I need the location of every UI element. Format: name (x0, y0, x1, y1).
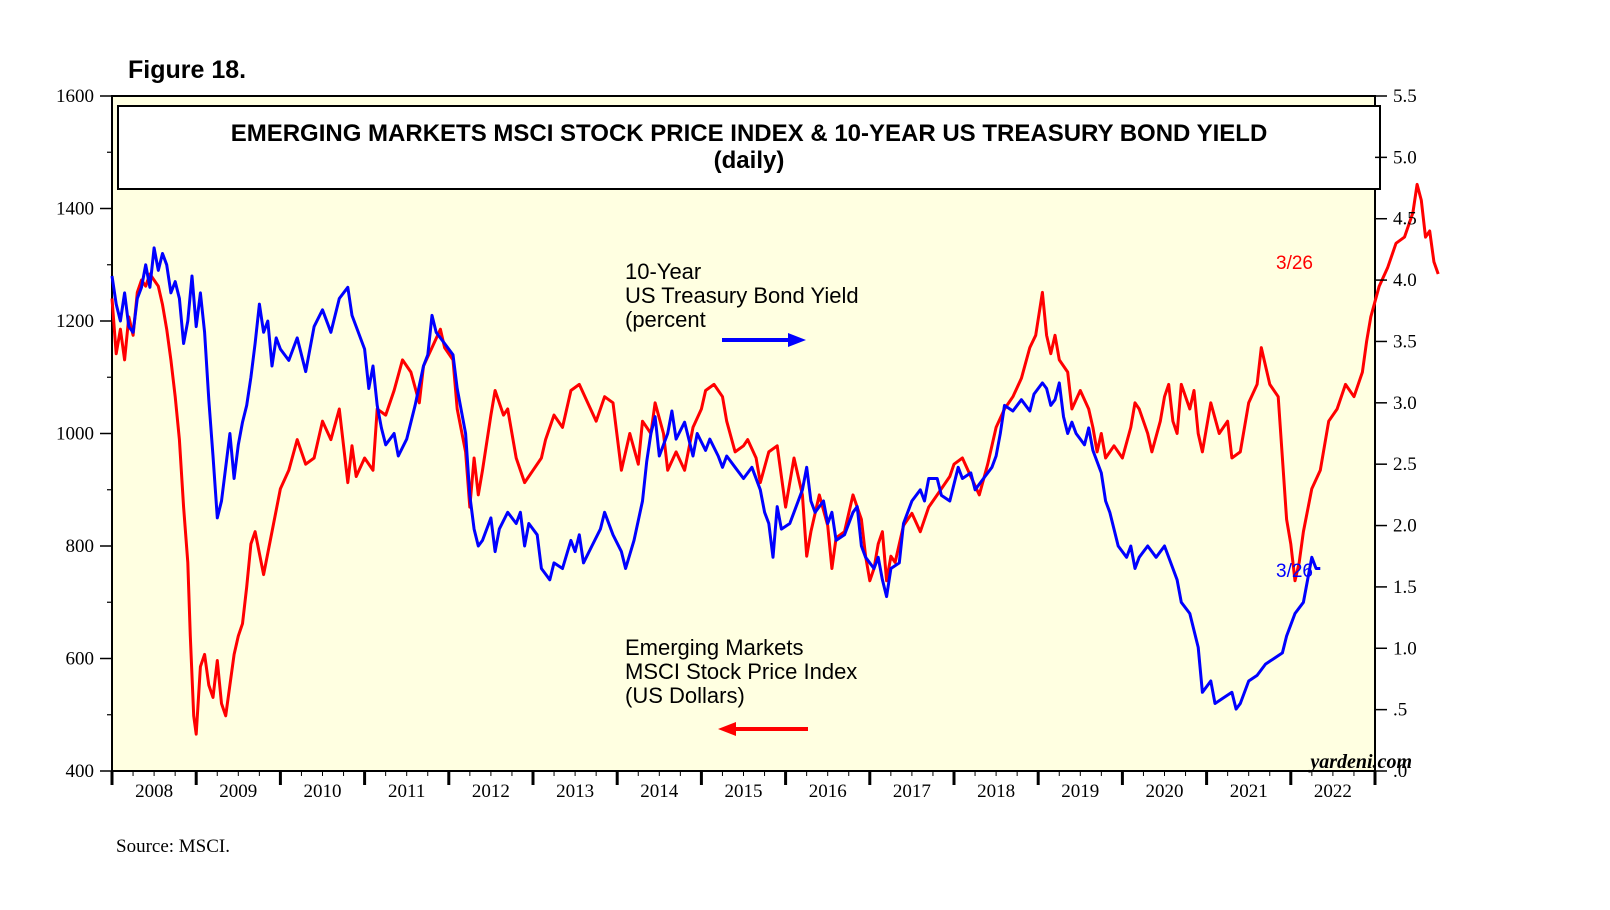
x-tick-label: 2009 (219, 781, 257, 802)
x-tick-label: 2015 (725, 781, 763, 802)
index-arrow (718, 722, 808, 736)
yield-label-line3: (percent (625, 307, 706, 332)
right-tick-label: 2.5 (1393, 454, 1417, 475)
yield-arrow (722, 333, 806, 347)
title-box (117, 105, 1381, 190)
left-tick-label: 1600 (56, 86, 94, 107)
x-tick-label: 2018 (977, 781, 1015, 802)
x-axis: 2008 2009 2010 2011 2012 2013 2014 2015 2016 2017… (110, 771, 1377, 802)
yield-label-line2: US Treasury Bond Yield (625, 283, 859, 308)
x-tick-label: 2020 (1146, 781, 1184, 802)
plot-area (111, 95, 1376, 772)
left-tick-label: 600 (66, 649, 95, 670)
right-tick-label: 5.0 (1393, 147, 1417, 168)
right-tick-label: 2.0 (1393, 516, 1417, 537)
source-note: Source: MSCI. (116, 836, 230, 857)
right-tick-label: 3.0 (1393, 393, 1417, 414)
right-tick-label: 3.5 (1393, 331, 1417, 352)
left-tick-label: 800 (66, 536, 95, 557)
series-lines (110, 182, 1440, 736)
right-tick-label: 1.0 (1393, 638, 1417, 659)
x-tick-label: 2021 (1230, 781, 1268, 802)
x-tick-label: 2019 (1061, 781, 1099, 802)
x-tick-label: 2022 (1314, 781, 1352, 802)
x-tick-label: 2008 (135, 781, 173, 802)
right-tick-label: 1.5 (1393, 577, 1417, 598)
x-tick-label: 2014 (640, 781, 679, 802)
yield-series-line (110, 182, 1440, 736)
figure-label: Figure 18. (128, 56, 246, 84)
x-tick-label: 2011 (388, 781, 425, 802)
yield-end-label: 3/26 (1276, 253, 1313, 274)
x-tick-label: 2010 (304, 781, 342, 802)
left-axis: 400 600 800 1000 1200 1400 1600 (56, 86, 112, 782)
index-end-label: 3/26 (1276, 561, 1313, 582)
right-tick-label: .0 (1393, 761, 1407, 782)
right-tick-label: .5 (1393, 700, 1407, 721)
left-tick-label: 400 (66, 761, 95, 782)
x-tick-label: 2017 (893, 781, 931, 802)
index-label-line1: Emerging Markets (625, 635, 804, 660)
index-series-line (110, 246, 1321, 711)
right-tick-label: 5.5 (1393, 86, 1417, 107)
chart-subtitle: (daily) (714, 147, 785, 174)
left-tick-label: 1000 (56, 424, 94, 445)
credit: yardeni.com (1308, 751, 1412, 773)
index-label-line2: MSCI Stock Price Index (625, 659, 857, 684)
x-tick-label: 2013 (556, 781, 594, 802)
index-label-line3: (US Dollars) (625, 683, 745, 708)
x-tick-label: 2016 (809, 781, 847, 802)
right-axis: .0 .5 1.0 1.5 2.0 2.5 3.0 3.5 4.0 4.5 5.0 5.5 (1375, 86, 1417, 782)
yield-label-line1: 10-Year (625, 259, 701, 284)
left-tick-label: 1200 (56, 311, 94, 332)
chart-title: EMERGING MARKETS MSCI STOCK PRICE INDEX … (231, 120, 1268, 147)
x-tick-label: 2012 (472, 781, 510, 802)
left-tick-label: 1400 (56, 199, 94, 220)
right-tick-label: 4.0 (1393, 270, 1417, 291)
right-tick-label: 4.5 (1393, 209, 1417, 230)
